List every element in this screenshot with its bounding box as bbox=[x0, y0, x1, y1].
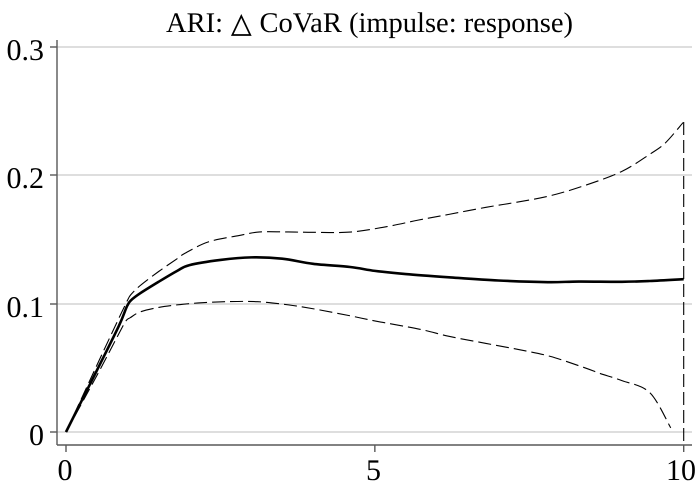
svg-text:0.3: 0.3 bbox=[7, 34, 45, 67]
svg-text:10: 10 bbox=[666, 454, 696, 487]
svg-text:CoVaR (impulse: response): CoVaR (impulse: response) bbox=[260, 8, 573, 39]
svg-text:0.2: 0.2 bbox=[7, 162, 45, 195]
svg-text:0: 0 bbox=[29, 419, 44, 452]
svg-text:0: 0 bbox=[58, 454, 73, 487]
svg-text:5: 5 bbox=[366, 454, 381, 487]
svg-text:ARI:: ARI: bbox=[166, 8, 223, 39]
svg-text:0.1: 0.1 bbox=[7, 291, 45, 324]
